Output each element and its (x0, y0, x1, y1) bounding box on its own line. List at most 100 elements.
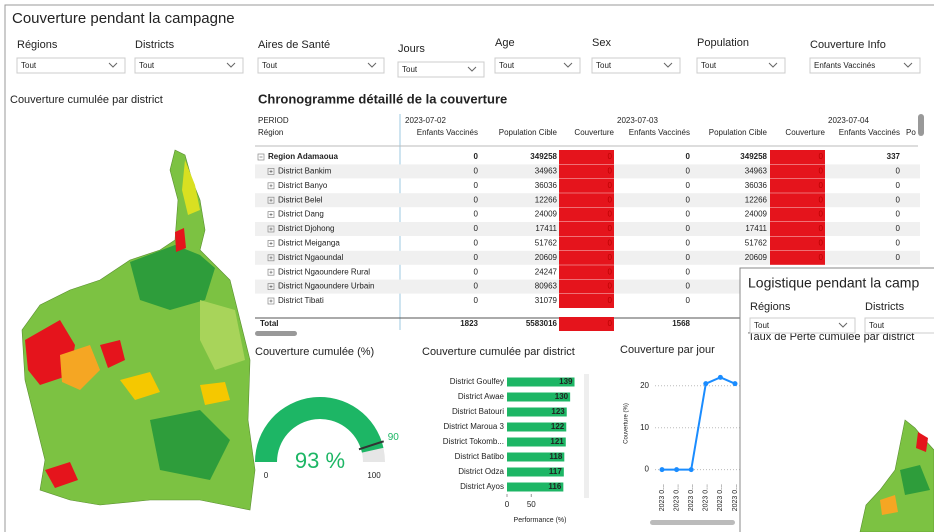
table-hscrollbar[interactable] (255, 331, 297, 336)
table-scrollbar[interactable] (918, 114, 924, 136)
cell-value: 24009 (745, 210, 768, 219)
cell-value: 0 (896, 210, 901, 219)
dropdown[interactable] (134, 57, 244, 74)
bar-scrollbar[interactable] (584, 374, 589, 498)
expand-sign (269, 256, 273, 260)
map-region (130, 245, 215, 310)
cell-value: 0 (686, 239, 691, 248)
x-tick-label: 2023 0... (673, 484, 680, 511)
dropdown[interactable] (397, 61, 485, 78)
line-point (717, 374, 723, 380)
y-axis-label: Couverture (%) (624, 403, 630, 444)
gauge-max: 100 (367, 471, 381, 480)
period-header: 2023-07-04 (828, 116, 869, 125)
cell-value: 0 (686, 296, 691, 305)
expand-icon[interactable] (257, 153, 265, 161)
cell-value: 36036 (745, 181, 768, 190)
cell-value: 0 (686, 167, 691, 176)
expand-icon[interactable] (267, 168, 275, 175)
expand-icon[interactable] (267, 196, 275, 204)
coverage-cell (559, 265, 614, 280)
gauge-target-label: 90 (388, 432, 400, 443)
column-header: Population Cible (499, 128, 558, 137)
filter-label: Age (495, 37, 515, 49)
expand-icon[interactable] (267, 240, 275, 247)
row-name: District Banyo (278, 181, 328, 190)
expand-sign (269, 198, 273, 202)
expand-icon[interactable] (267, 225, 275, 233)
cell-value: 12266 (535, 195, 558, 204)
coverage-value: 0 (819, 210, 824, 219)
cell-value: 24247 (535, 267, 558, 276)
bar (507, 467, 564, 477)
bar (507, 452, 565, 462)
bar-value: 116 (548, 482, 561, 491)
dropdown-chevron (768, 62, 778, 68)
cell-value: 24009 (535, 210, 558, 219)
row-label: Région (258, 128, 283, 137)
expand-icon[interactable] (267, 254, 275, 262)
dropdown[interactable] (16, 57, 126, 74)
line-point (703, 381, 709, 387)
coverage-value: 0 (819, 253, 824, 262)
filter-label: Régions (17, 39, 58, 51)
coverage-cell (559, 222, 614, 236)
expand-icon[interactable] (267, 182, 275, 190)
column-header: Enfants Vaccinés (839, 128, 900, 137)
column-header: Couverture (574, 128, 614, 137)
dropdown-value: Tout (499, 61, 515, 70)
expand-sign (269, 241, 273, 245)
x-tick-label: 2023 0... (688, 484, 695, 511)
cell-value: 12266 (745, 195, 768, 204)
table-title: Chronogramme détaillé de la couverture (258, 91, 507, 106)
map-region (150, 410, 230, 480)
dropdown[interactable] (591, 57, 681, 74)
dropdown[interactable] (257, 57, 385, 74)
cell-value: 5583016 (526, 319, 558, 328)
bar (507, 392, 571, 402)
dropdown[interactable] (494, 57, 581, 74)
row-name: District Bankim (278, 167, 332, 176)
cell-value: 51762 (745, 239, 768, 248)
y-tick-label: 20 (640, 381, 649, 390)
map-region (60, 345, 100, 390)
coverage-cell (559, 164, 614, 179)
row-name: District Dang (278, 210, 324, 219)
dropdown[interactable] (696, 57, 786, 74)
period-header: 2023-07-03 (617, 116, 658, 125)
coverage-cell (559, 279, 614, 294)
dropdown[interactable] (864, 317, 934, 334)
logistics-map-title: Taux de Perte cumulée par district (748, 331, 914, 343)
coverage-cell (559, 294, 614, 308)
filter-label: Districts (135, 39, 175, 51)
dropdown[interactable] (809, 57, 921, 74)
coverage-value: 0 (608, 296, 613, 305)
gauge-value-label: 93 % (295, 448, 345, 473)
coverage-value: 0 (608, 167, 613, 176)
dropdown[interactable] (749, 317, 856, 334)
column-header: Population Cible (709, 128, 768, 137)
line-scrollbar[interactable] (650, 520, 735, 525)
bar-category: District Ayos (460, 482, 504, 491)
bar-category: District Maroua 3 (444, 422, 505, 431)
bar-category: District Awae (458, 392, 505, 401)
cell-value: 0 (686, 253, 691, 262)
bar (507, 437, 566, 447)
row-name: District Djohong (278, 224, 334, 233)
expand-sign (269, 184, 273, 188)
line-point (659, 467, 665, 473)
coverage-value: 0 (819, 167, 824, 176)
cell-value: 17411 (535, 224, 557, 233)
coverage-value: 0 (608, 181, 613, 190)
period-header: 2023-07-02 (405, 116, 446, 125)
cell-value: 31079 (535, 296, 558, 305)
coverage-cell (770, 193, 825, 208)
gauge-min: 0 (264, 471, 269, 480)
expand-icon[interactable] (267, 297, 275, 305)
expand-icon[interactable] (267, 283, 275, 290)
filter-label: Sex (592, 37, 611, 49)
expand-icon[interactable] (267, 211, 275, 218)
cell-value: 1823 (460, 319, 478, 328)
expand-icon[interactable] (267, 268, 275, 276)
coverage-cell (770, 222, 825, 236)
